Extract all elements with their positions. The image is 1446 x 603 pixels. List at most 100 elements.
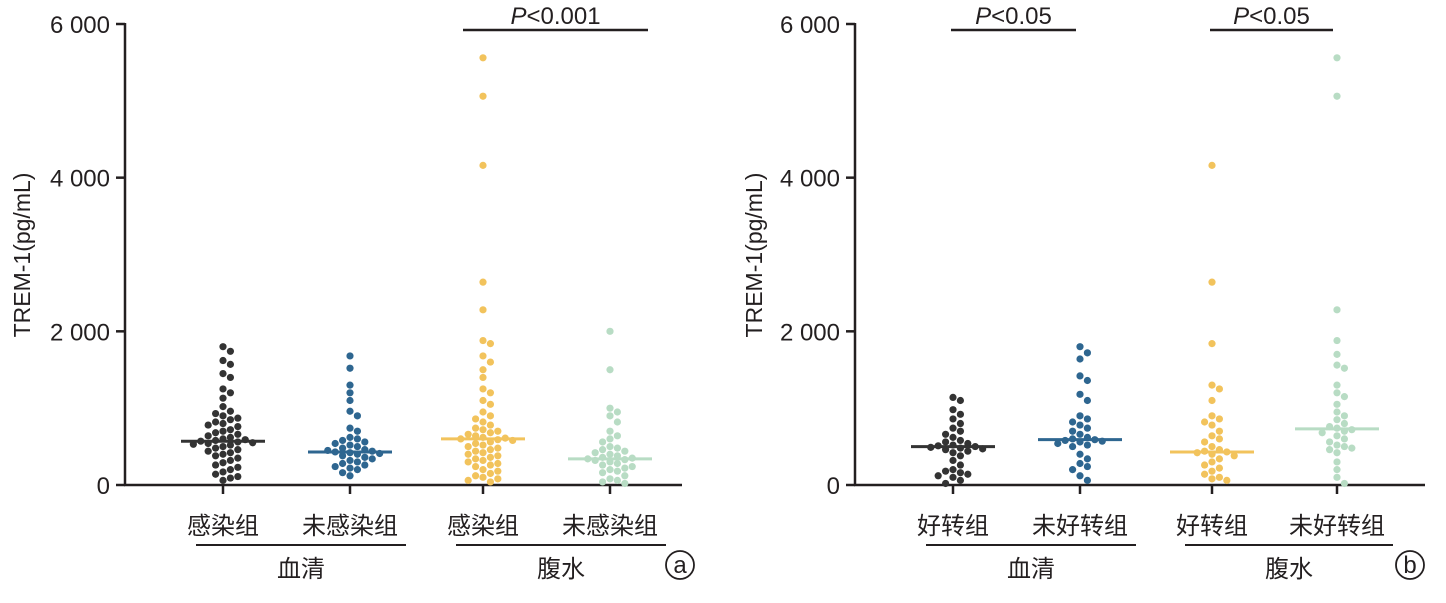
- group-label: 血清: [1007, 556, 1055, 583]
- panel-label: a: [673, 552, 687, 579]
- data-point: [621, 464, 629, 472]
- data-point: [1083, 424, 1092, 432]
- data-point: [606, 442, 614, 451]
- data-point: [494, 452, 502, 460]
- data-point: [1076, 355, 1084, 363]
- data-point: [338, 459, 347, 468]
- data-point: [606, 450, 614, 458]
- data-point: [1340, 479, 1349, 488]
- data-point: [964, 447, 972, 455]
- data-point: [1083, 455, 1092, 463]
- data-point: [494, 427, 502, 435]
- p-symbol: P: [1233, 3, 1249, 30]
- data-point: [219, 442, 227, 451]
- data-point: [621, 472, 629, 480]
- p-symbol: P: [510, 3, 526, 30]
- data-point: [361, 453, 369, 461]
- data-point: [479, 426, 487, 434]
- data-point: [471, 462, 480, 471]
- data-point: [949, 466, 957, 474]
- data-point: [956, 476, 965, 484]
- data-point: [1333, 449, 1341, 457]
- category-label: 未好转组: [1032, 513, 1128, 540]
- data-point: [226, 426, 235, 434]
- panel-b: 0 2 000 4 000 6 000 TREM-1(pg/mL) 好转组 未好转组 好转组 未…: [741, 3, 1425, 583]
- data-point: [1083, 349, 1092, 357]
- p-value: <0.05: [1249, 3, 1310, 30]
- data-point: [479, 473, 487, 481]
- data-point: [219, 403, 227, 411]
- data-point: [941, 438, 950, 446]
- data-point: [613, 444, 622, 452]
- data-point: [1333, 350, 1341, 358]
- series-3: [441, 54, 525, 486]
- data-point: [1348, 444, 1356, 452]
- data-point: [1083, 376, 1092, 385]
- data-point: [471, 472, 480, 480]
- data-point: [1333, 336, 1341, 345]
- data-point: [956, 410, 965, 418]
- data-point: [941, 430, 950, 438]
- data-point: [613, 459, 622, 468]
- data-point: [949, 449, 957, 457]
- data-point: [598, 461, 607, 469]
- data-point: [219, 450, 227, 458]
- y-tick-label: 4 000: [780, 166, 840, 193]
- data-point: [226, 389, 235, 397]
- data-point: [1340, 435, 1349, 443]
- data-point: [479, 456, 487, 465]
- y-tick-label: 6 000: [780, 12, 840, 39]
- data-point: [1076, 450, 1084, 458]
- data-point: [1333, 389, 1341, 397]
- data-point: [1200, 438, 1209, 446]
- category-label: 未感染组: [302, 513, 398, 540]
- data-point: [1208, 161, 1216, 169]
- data-point: [949, 473, 957, 481]
- data-point: [219, 343, 227, 351]
- data-point: [211, 452, 220, 460]
- data-point: [479, 385, 487, 393]
- data-point: [1215, 473, 1224, 481]
- data-point: [949, 406, 957, 414]
- data-point: [1076, 372, 1084, 380]
- data-point: [1333, 306, 1341, 314]
- data-point: [1076, 459, 1084, 468]
- data-point: [226, 474, 235, 482]
- data-point: [1076, 472, 1084, 480]
- data-point: [479, 441, 487, 449]
- data-point: [471, 415, 480, 423]
- series-2: [308, 352, 392, 480]
- data-point: [1333, 473, 1341, 481]
- data-point: [219, 419, 227, 428]
- data-point: [1333, 416, 1341, 424]
- data-point: [1340, 364, 1349, 372]
- data-point: [1208, 396, 1216, 405]
- data-point: [353, 412, 362, 420]
- data-point: [486, 358, 495, 366]
- p-symbol: P: [975, 3, 991, 30]
- data-point: [361, 461, 369, 469]
- data-point: [346, 441, 354, 449]
- data-point: [211, 418, 220, 426]
- data-point: [1208, 467, 1216, 475]
- data-point: [346, 472, 354, 480]
- data-point: [956, 452, 965, 460]
- data-point: [1333, 441, 1341, 449]
- data-point: [479, 92, 487, 100]
- data-point: [1333, 466, 1341, 474]
- data-point: [1223, 476, 1231, 484]
- data-point: [1333, 400, 1341, 408]
- data-point: [956, 419, 965, 428]
- category-label: 感染组: [187, 513, 259, 540]
- p-value-label: P<0.05: [975, 3, 1052, 30]
- data-point: [1333, 92, 1341, 100]
- data-point: [964, 470, 972, 478]
- data-point: [949, 456, 957, 465]
- data-point: [949, 424, 957, 432]
- data-point: [211, 409, 220, 418]
- data-point: [494, 444, 502, 452]
- data-point: [234, 472, 242, 481]
- data-point: [346, 396, 354, 405]
- series-1: [911, 393, 995, 488]
